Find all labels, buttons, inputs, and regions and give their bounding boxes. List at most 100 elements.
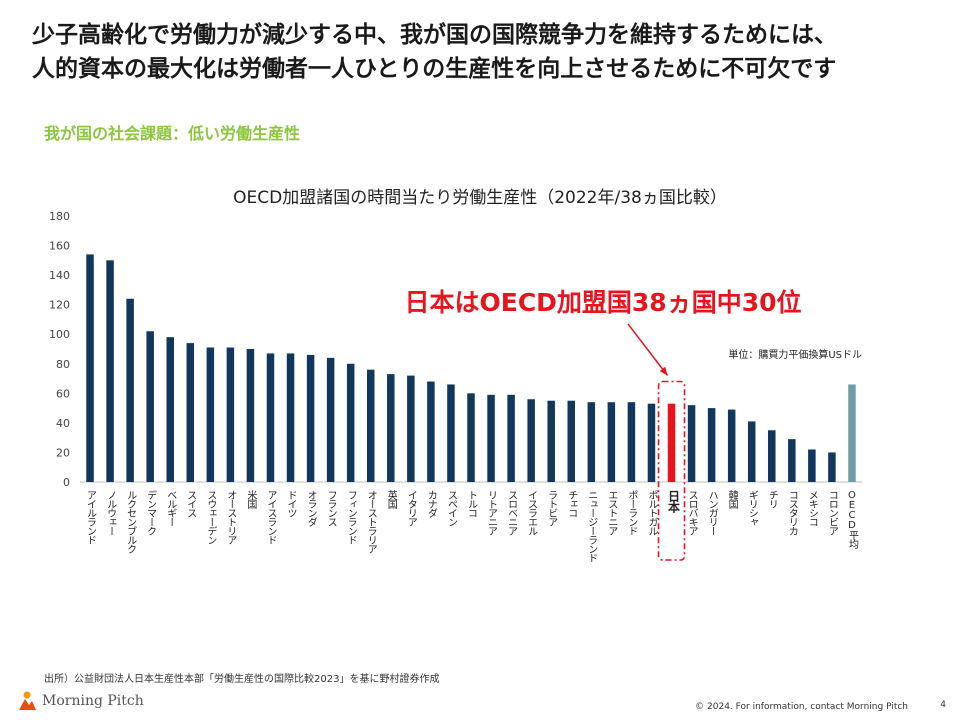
category-label: スペイン: [445, 490, 457, 526]
category-label: オーストリア: [225, 490, 236, 545]
category-label: イスラエル: [526, 490, 538, 535]
category-label: イタリア: [405, 490, 417, 527]
chart-title: OECD加盟諸国の時間当たり労働生産性（2022年/38ヵ国比較）: [233, 188, 727, 208]
y-tick-label: 160: [49, 240, 70, 253]
bar: [647, 403, 656, 482]
y-tick-label: 80: [56, 358, 70, 371]
y-tick-label: 20: [56, 446, 70, 459]
category-label: スロベニア: [506, 490, 518, 536]
morning-pitch-logo-icon: [19, 691, 36, 710]
logo: Morning Pitch: [16, 690, 144, 712]
bar: [607, 402, 616, 482]
y-tick-label: 40: [56, 417, 70, 430]
bar: [286, 353, 295, 482]
y-tick-label: 100: [49, 328, 70, 341]
category-label: オランダ: [305, 490, 317, 527]
bar: [366, 369, 375, 482]
bar: [687, 405, 696, 482]
category-label: リトアニア: [486, 490, 497, 536]
category-label: スイス: [185, 490, 197, 518]
y-tick-label: 0: [63, 476, 70, 489]
bar: [206, 347, 215, 482]
bar: [547, 400, 555, 482]
bar: [326, 357, 335, 482]
bar: [707, 408, 716, 482]
y-tick-label: 60: [56, 387, 70, 400]
category-label: コスタリカ: [786, 490, 798, 536]
bar: [467, 393, 475, 482]
category-label: カナダ: [425, 490, 437, 518]
bar: [808, 449, 816, 482]
bar: [387, 374, 395, 482]
bar: [507, 394, 515, 482]
headline-line-2: 人的資本の最大化は労働者一人ひとりの生産性を向上させるために不可欠です: [32, 56, 837, 82]
category-label: ハンガリー: [706, 490, 718, 535]
copyright: © 2024. For information, contact Morning…: [695, 702, 908, 712]
category-label: エストニア: [606, 490, 618, 536]
category-label: フィンランド: [345, 490, 356, 544]
bar: [627, 402, 636, 482]
bar: [186, 343, 195, 482]
category-label: スロバキア: [686, 490, 698, 536]
category-label: トルコ: [466, 490, 478, 518]
callout-text: 日本はOECD加盟国38ヵ国中30位: [404, 288, 801, 317]
logo-text: Morning Pitch: [42, 693, 144, 709]
bar: [407, 375, 415, 482]
bar: [768, 430, 776, 482]
category-label: スウェーデン: [205, 490, 217, 544]
category-label: メキシコ: [806, 490, 817, 527]
category-label: フランス: [325, 490, 336, 527]
bar-japan: [667, 403, 676, 482]
headline: 少子高齢化で労働力が減少する中、我が国の国際競争力を維持するためには、 人的資本…: [32, 18, 932, 86]
category-label: 日本: [667, 490, 681, 514]
category-label: チェコ: [566, 490, 577, 518]
bar: [126, 298, 134, 482]
headline-line-1: 少子高齢化で労働力が減少する中、我が国の国際競争力を維持するためには、: [32, 22, 837, 48]
category-label: 韓国: [726, 490, 738, 510]
y-tick-label: 120: [49, 299, 70, 312]
bar: [727, 409, 736, 482]
bar: [166, 337, 174, 482]
bar: [447, 384, 455, 482]
category-label: 米国: [245, 489, 257, 510]
category-label: ギリシャ: [746, 490, 757, 526]
bar: [427, 381, 435, 482]
page-number: 4: [940, 700, 946, 710]
category-label: ドイツ: [285, 490, 297, 517]
subheadline: 我が国の社会課題：低い労働生産性: [44, 124, 301, 143]
category-label: コロンビア: [826, 490, 837, 536]
source-note: 出所）公益財団法人日本生産性本部「労働生産性の国際比較2023」を基に野村證券作…: [44, 674, 440, 685]
bar: [567, 400, 576, 482]
category-label: チリ: [766, 490, 777, 508]
y-tick-label: 180: [49, 210, 70, 223]
callout-arrow-head: [659, 366, 668, 376]
highlight-box: [657, 380, 686, 561]
bar: [266, 353, 275, 482]
bar: [306, 354, 315, 482]
category-label: OECD平均: [846, 490, 858, 550]
bar: [346, 363, 355, 482]
y-tick-label: 140: [49, 269, 70, 282]
bar-chart: 0 20 40 60 80 100 120 140 160 180 アイルランド ノルウェー ルクセン…: [49, 210, 862, 562]
category-label: アイスランド: [265, 490, 277, 544]
bar: [828, 452, 836, 482]
category-label: ノルウェー: [105, 490, 117, 535]
bar: [527, 399, 535, 482]
category-label: ポルトガル: [646, 490, 658, 535]
callout-arrow-line: [627, 323, 669, 376]
category-label: デンマーク: [145, 489, 157, 536]
bar: [246, 349, 255, 482]
category-label: ルクセンブルク: [125, 490, 137, 554]
category-label: ベルギー: [165, 490, 177, 526]
unit-note: 単位：購買力平価換算USドル: [728, 348, 862, 361]
bar-oecd-average: [848, 384, 856, 482]
category-label: オーストラリア: [365, 490, 376, 554]
bar: [587, 402, 596, 482]
bar: [146, 331, 154, 482]
category-label: ニュージーランド: [586, 490, 597, 562]
category-label: ラトビア: [546, 490, 557, 527]
category-label: アイルランド: [85, 490, 97, 544]
bar: [106, 260, 114, 482]
bar: [487, 394, 495, 482]
bar: [86, 254, 94, 482]
